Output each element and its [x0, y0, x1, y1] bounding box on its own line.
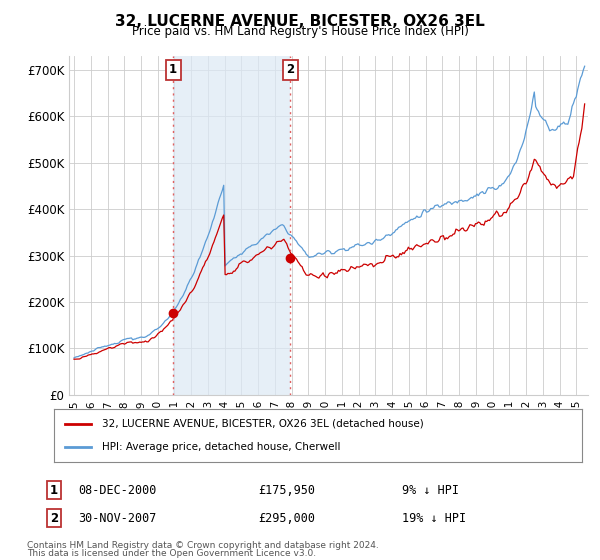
- Text: 08-DEC-2000: 08-DEC-2000: [78, 483, 157, 497]
- Text: 9% ↓ HPI: 9% ↓ HPI: [402, 483, 459, 497]
- Text: Contains HM Land Registry data © Crown copyright and database right 2024.: Contains HM Land Registry data © Crown c…: [27, 541, 379, 550]
- Text: £295,000: £295,000: [258, 511, 315, 525]
- Text: 2: 2: [286, 63, 295, 76]
- Text: 32, LUCERNE AVENUE, BICESTER, OX26 3EL: 32, LUCERNE AVENUE, BICESTER, OX26 3EL: [115, 14, 485, 29]
- Text: 32, LUCERNE AVENUE, BICESTER, OX26 3EL (detached house): 32, LUCERNE AVENUE, BICESTER, OX26 3EL (…: [101, 419, 423, 429]
- Text: Price paid vs. HM Land Registry's House Price Index (HPI): Price paid vs. HM Land Registry's House …: [131, 25, 469, 38]
- Text: 1: 1: [50, 483, 58, 497]
- Text: 1: 1: [169, 63, 177, 76]
- Text: 2: 2: [50, 511, 58, 525]
- Text: HPI: Average price, detached house, Cherwell: HPI: Average price, detached house, Cher…: [101, 442, 340, 452]
- Text: £175,950: £175,950: [258, 483, 315, 497]
- Text: 30-NOV-2007: 30-NOV-2007: [78, 511, 157, 525]
- Text: 19% ↓ HPI: 19% ↓ HPI: [402, 511, 466, 525]
- Text: This data is licensed under the Open Government Licence v3.0.: This data is licensed under the Open Gov…: [27, 549, 316, 558]
- Bar: [173, 56, 290, 395]
